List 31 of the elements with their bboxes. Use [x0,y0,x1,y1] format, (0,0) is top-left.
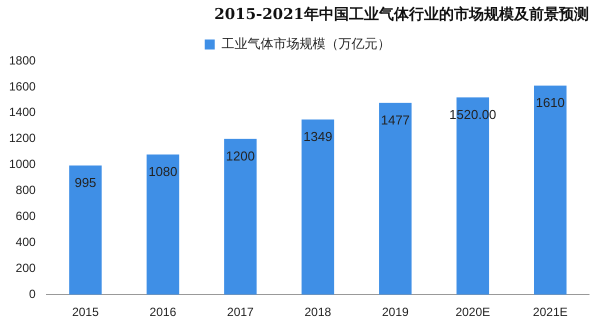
y-tick-label: 400 [16,235,36,249]
data-label: 1080 [148,164,178,180]
data-label: 1610 [536,95,565,110]
y-tick-label: 1800 [8,53,36,68]
bar [534,86,567,295]
y-tick-label: 1200 [8,131,36,146]
x-tick-label: 2015 [72,305,100,320]
bar [379,102,412,295]
x-tick-label: 2018 [304,305,332,320]
x-tick-label: 2021E [532,305,568,320]
x-tick-label: 2020E [455,305,490,320]
y-tick-label: 1400 [8,105,36,120]
y-tick-label: 800 [16,183,36,198]
data-label: 995 [74,175,96,190]
bar [302,120,334,295]
x-tick-label: 2017 [227,305,254,320]
bar [146,154,180,295]
chart-title: 2015-2021年中国工业气体行业的市场规模及前景预测 [214,4,589,23]
bar [69,165,102,295]
x-tick-label: 2016 [150,305,177,320]
y-tick-label: 1000 [8,157,36,172]
data-label: 1349 [303,129,332,144]
y-tick-label: 600 [16,209,36,224]
y-tick-label: 200 [16,260,36,275]
bar [224,138,257,295]
y-tick-label: 0 [29,286,36,301]
y-tick-label: 1600 [8,79,36,94]
legend-label: 工业气体市场规模（万亿元） [221,36,390,52]
x-tick-label: 2019 [382,305,409,320]
data-label: 1477 [380,112,410,128]
data-label: 1200 [226,148,255,164]
